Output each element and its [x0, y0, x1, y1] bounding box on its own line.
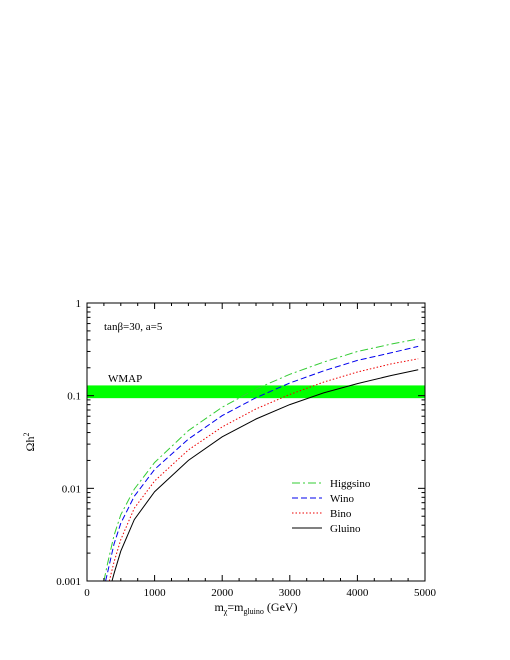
x-tick-label: 2000	[211, 587, 234, 599]
x-tick-label: 0	[84, 587, 90, 599]
x-tick-label: 5000	[414, 587, 437, 599]
legend: Higgsino Wino Bino Gluino	[292, 478, 371, 535]
x-tick-label: 1000	[144, 587, 167, 599]
x-axis-label-tail: (GeV)	[264, 600, 298, 614]
x-tick-label: 3000	[279, 587, 302, 599]
y-axis-label: Ωh2	[22, 433, 37, 452]
wmap-band-layer	[87, 385, 425, 399]
wmap-band	[87, 385, 425, 399]
x-tick-label: 4000	[346, 587, 369, 599]
axis-ticks: 0 1000 2000 3000 4000 5000 0.001 0.01 0.1 1	[56, 298, 436, 599]
x-axis-label-main: m	[214, 600, 224, 614]
y-axis-label-sup: 2	[22, 433, 31, 437]
x-axis-label-sub1: χ	[223, 607, 228, 616]
series-layer	[103, 338, 419, 582]
legend-label-bino: Bino	[330, 508, 352, 520]
series-line-higgsino	[103, 338, 419, 582]
series-line-bino	[108, 358, 419, 582]
y-tick-label: 0.1	[67, 391, 81, 403]
x-axis-label-sub2: gluino	[243, 607, 263, 616]
wmap-label: WMAP	[108, 373, 142, 385]
series-line-wino	[105, 345, 419, 582]
parameter-annotation: tanβ=30, a=5	[104, 321, 163, 333]
series-line-gluino	[111, 369, 419, 582]
x-axis-label: mχ=mgluino (GeV)	[214, 600, 297, 616]
y-axis-label-main: Ωh	[23, 437, 37, 452]
legend-label-wino: Wino	[330, 493, 354, 505]
y-tick-label: 0.01	[62, 483, 81, 495]
legend-label-higgsino: Higgsino	[330, 478, 371, 490]
legend-label-gluino: Gluino	[330, 523, 361, 535]
x-axis-label-mid: =m	[227, 600, 244, 614]
y-tick-label: 0.001	[56, 576, 81, 588]
y-tick-label: 1	[76, 298, 82, 310]
